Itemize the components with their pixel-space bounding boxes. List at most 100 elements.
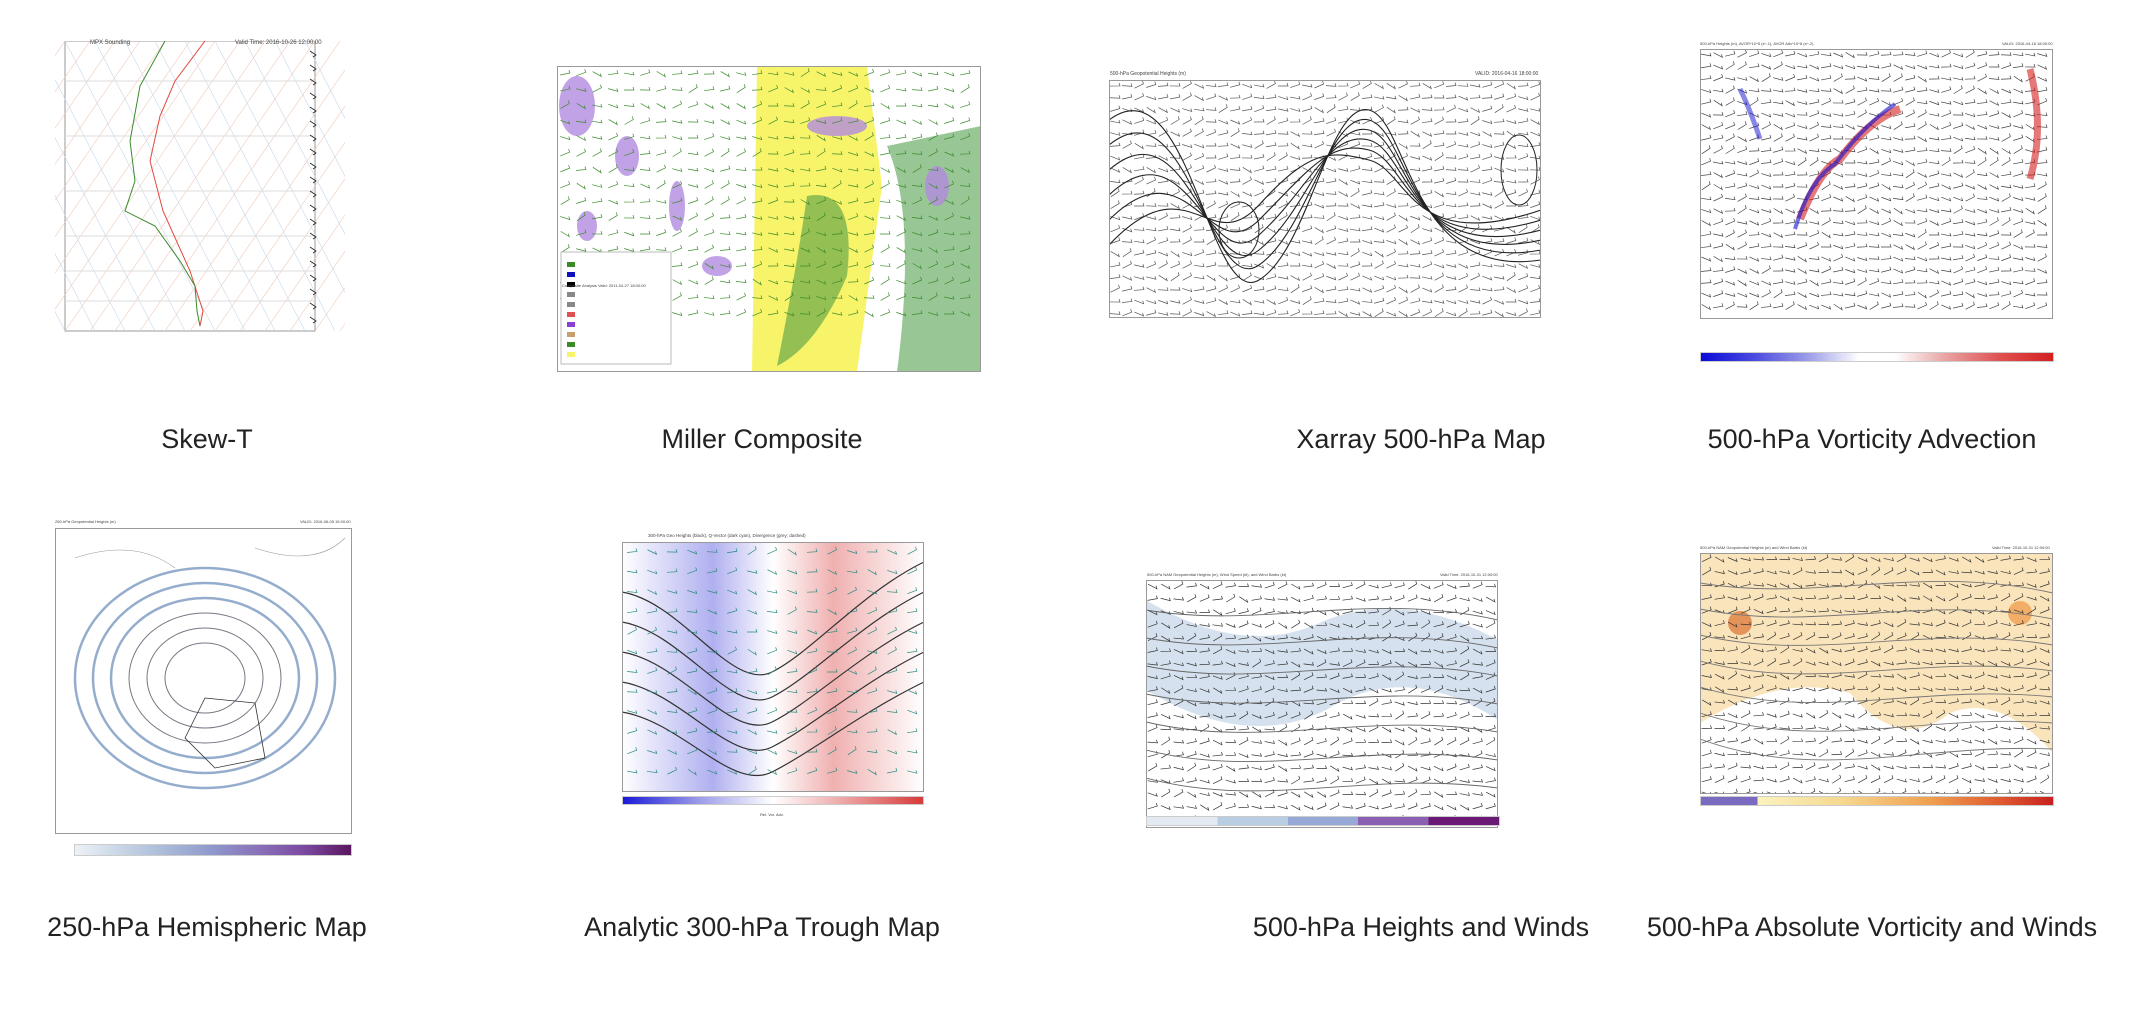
wind-barb (1368, 634, 1379, 640)
card-caption[interactable]: 500-hPa Vorticity Advection (1707, 424, 2037, 454)
wind-barb (1361, 130, 1373, 135)
wind-barb (1161, 788, 1171, 798)
gallery-card-skew-t[interactable]: MPX Sounding Valid Time: 2016-10-26 12:0… (0, 0, 420, 470)
card-caption[interactable]: Analytic 300-hPa Trough Map (584, 912, 940, 942)
gallery-card-xarray-500hpa[interactable]: 500-hPa Geopotential Heights (m) VALID: … (1100, 0, 1660, 470)
wind-barb (704, 196, 714, 205)
wind-barb (1517, 178, 1529, 183)
card-caption[interactable]: 500-hPa Absolute Vorticity and Winds (1646, 912, 2098, 942)
gallery-card-absolute-vorticity-winds[interactable]: 500-hPa NAM Geopotential Heights (m) and… (1592, 500, 2142, 970)
vorticity-advection-thumbnail[interactable] (1700, 49, 2053, 319)
wind-barb (1880, 280, 1892, 285)
card-caption[interactable]: Xarray 500-hPa Map (1296, 424, 1546, 454)
wind-barb (1446, 633, 1457, 641)
wind-barb (1242, 299, 1252, 306)
gallery-card-vorticity-advection[interactable]: 500-hPa Heights (m), AVOR*10^5 (s^-1), A… (1592, 0, 2142, 470)
wind-barb (1893, 172, 1904, 177)
wind-barb (1420, 776, 1431, 784)
wind-barb (720, 85, 731, 92)
wind-barb (560, 85, 571, 92)
analytic-trough-thumbnail[interactable] (622, 542, 924, 792)
wind-barb (787, 727, 798, 734)
wind-barb (1173, 597, 1184, 601)
isotherm (55, 41, 166, 202)
wind-barb (736, 308, 747, 317)
heights-winds-thumbnail[interactable] (1146, 580, 1498, 828)
wind-barb (1394, 701, 1405, 706)
gallery-card-analytic-300hpa-trough[interactable]: 300-hPa Geo Heights (black), Q-Vector (d… (480, 500, 1040, 970)
wind-barb (2013, 280, 2024, 285)
wind-barb (752, 136, 763, 141)
wind-barb (727, 567, 738, 575)
card-caption[interactable]: Miller Composite (661, 424, 863, 454)
wind-barb (1459, 687, 1470, 692)
wind-barb (1266, 226, 1276, 234)
xarray-500hpa-thumbnail[interactable] (1109, 80, 1541, 318)
wind-barb (688, 84, 698, 93)
wind-barb (1194, 152, 1205, 161)
wind-barb (1922, 557, 1933, 563)
wind-barb (1225, 726, 1236, 731)
wind-barb (1407, 701, 1418, 706)
250hpa-hemispheric-thumbnail[interactable] (55, 528, 352, 834)
wind-barb (1883, 609, 1894, 614)
wind-barb (1212, 763, 1223, 771)
wind-barb (1727, 775, 1738, 783)
wind-barb (1134, 249, 1145, 256)
wind-barb (1470, 83, 1481, 88)
wind-barb (1187, 632, 1197, 642)
wind-barb (1870, 660, 1881, 667)
wind-barb (1277, 789, 1288, 797)
wind-barb (1472, 738, 1483, 745)
card-caption[interactable]: 500-hPa Heights and Winds (1252, 912, 1590, 942)
wind-barb (1368, 584, 1379, 589)
wind-barb (1355, 727, 1366, 733)
colorbar (74, 844, 352, 856)
wind-barb (1818, 621, 1829, 626)
wind-barb (1845, 220, 1856, 226)
wind-barb (1316, 738, 1327, 745)
wind-barb (1965, 292, 1975, 299)
wind-barb (1421, 632, 1431, 642)
wind-barb (704, 133, 715, 140)
wind-barb (1821, 256, 1832, 262)
card-caption[interactable]: Skew-T (161, 424, 253, 454)
wind-barb (1941, 280, 1952, 286)
wind-barb (655, 118, 667, 123)
wind-barb (960, 263, 971, 269)
wind-barb (1881, 100, 1892, 107)
wind-barb (1494, 225, 1505, 232)
wind-barb (2013, 125, 2024, 129)
wind-barb (1977, 218, 1988, 225)
gallery-card-500hpa-heights-winds[interactable]: 500-hPa NAM Geopotential Heights (m), Wi… (1100, 500, 1660, 970)
wind-barb (1857, 633, 1868, 640)
card-caption[interactable]: 250-hPa Hemispheric Map (47, 912, 367, 942)
wind-barb (1905, 232, 1916, 238)
wind-barb (2025, 257, 2036, 262)
gallery-card-miller-composite[interactable]: Composite Analysis Valid: 2011-04-27 18:… (480, 0, 1040, 470)
wind-barb (703, 295, 715, 299)
wind-barb (912, 119, 923, 125)
wind-barb (1133, 239, 1145, 244)
wind-barb (1753, 648, 1764, 653)
wind-barb (1833, 184, 1844, 190)
wind-barb (1368, 622, 1379, 627)
wind-barb (807, 767, 818, 774)
miller-composite-thumbnail[interactable] (557, 66, 981, 372)
gallery-card-250hpa-hemispheric[interactable]: 250-hPa Geopotential Heights (m) VALID: … (0, 500, 420, 970)
wind-barb (1229, 154, 1241, 159)
wind-barb (1420, 597, 1431, 602)
wind-barb (1772, 195, 1784, 200)
wind-barb (1941, 290, 1952, 297)
wind-barb (1225, 803, 1236, 810)
absolute-vorticity-thumbnail[interactable] (1700, 553, 2053, 794)
wind-barb (746, 628, 758, 633)
isotherm (55, 41, 216, 274)
skew-t-thumbnail[interactable] (55, 41, 345, 366)
wind-barb (928, 71, 939, 76)
wind-barb (1989, 136, 2000, 141)
wind-barb (1277, 142, 1289, 147)
wind-barb (1422, 131, 1433, 137)
wind-barb (1433, 684, 1444, 694)
wind-barb (2000, 726, 2011, 731)
